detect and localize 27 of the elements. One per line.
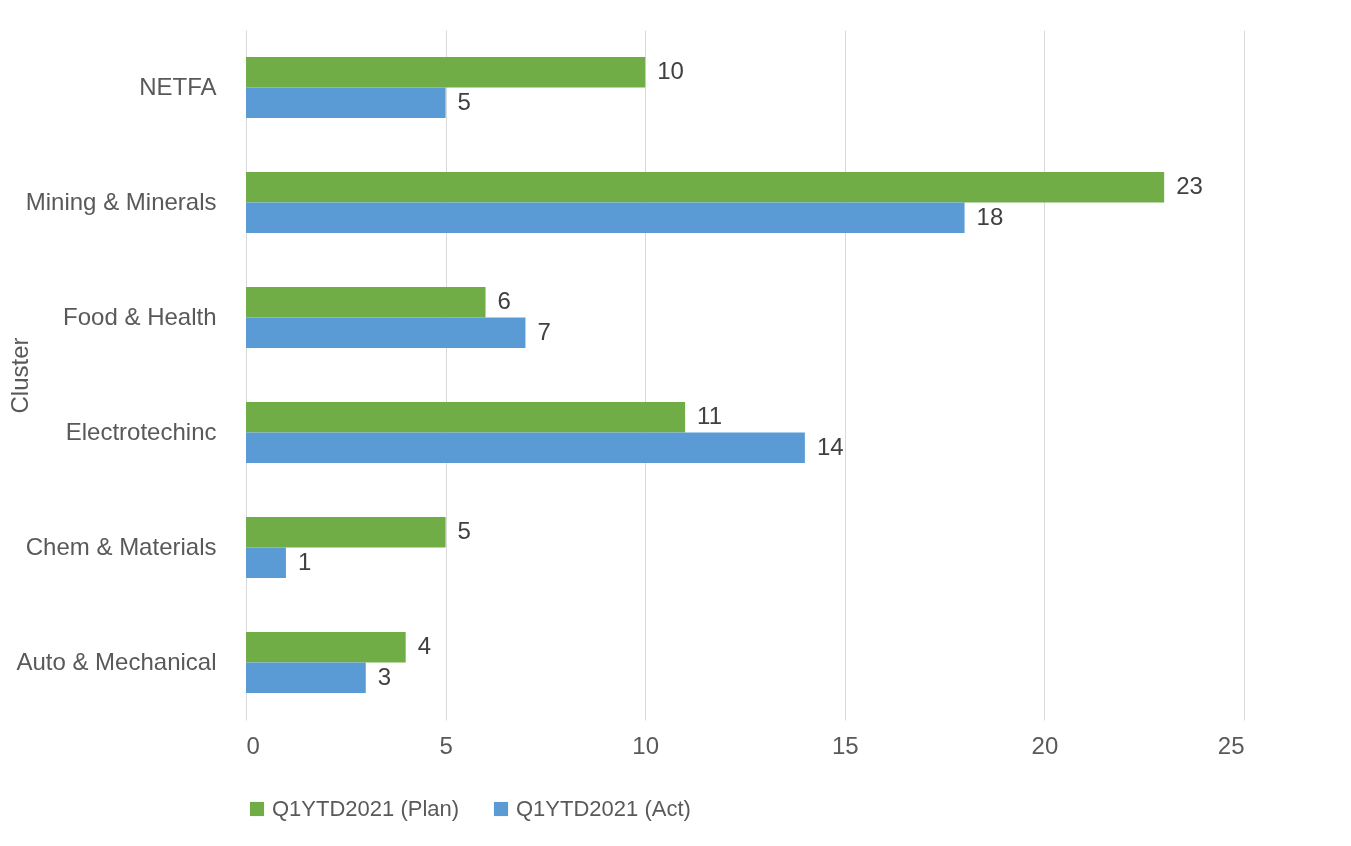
data-label: 10 [657, 57, 684, 85]
data-label: 3 [377, 662, 392, 690]
x-tick-label: 0 [246, 731, 260, 759]
y-tick-label: Chem & Materials [25, 532, 217, 560]
data-label: 5 [457, 87, 471, 115]
data-label: 18 [976, 202, 1004, 230]
data-label: 6 [497, 287, 511, 315]
legend-label: Q1YTD2021 (Plan) [272, 796, 460, 821]
y-tick-label: NETFA [139, 72, 217, 100]
y-axis-title: Cluster [5, 337, 33, 414]
data-label: 7 [537, 317, 551, 345]
legend-label: Q1YTD2021 (Act) [516, 796, 691, 821]
y-tick-label: Auto & Mechanical [16, 647, 217, 675]
x-tick-label: 10 [632, 731, 660, 759]
y-tick-label: Mining & Minerals [25, 187, 217, 215]
x-tick-label: 5 [439, 731, 453, 759]
data-label: 4 [417, 632, 432, 660]
data-label: 5 [457, 517, 471, 545]
x-tick-label: 20 [1031, 731, 1059, 759]
data-label: 23 [1176, 172, 1203, 200]
data-label: 1 [297, 547, 312, 575]
y-tick-label: Food & Health [63, 302, 217, 330]
x-tick-label: 25 [1217, 731, 1245, 759]
y-tick-label: Electrotechinc [65, 417, 217, 445]
data-label: 14 [816, 432, 844, 460]
x-tick-label: 15 [831, 731, 859, 759]
data-label: 11 [697, 402, 723, 430]
